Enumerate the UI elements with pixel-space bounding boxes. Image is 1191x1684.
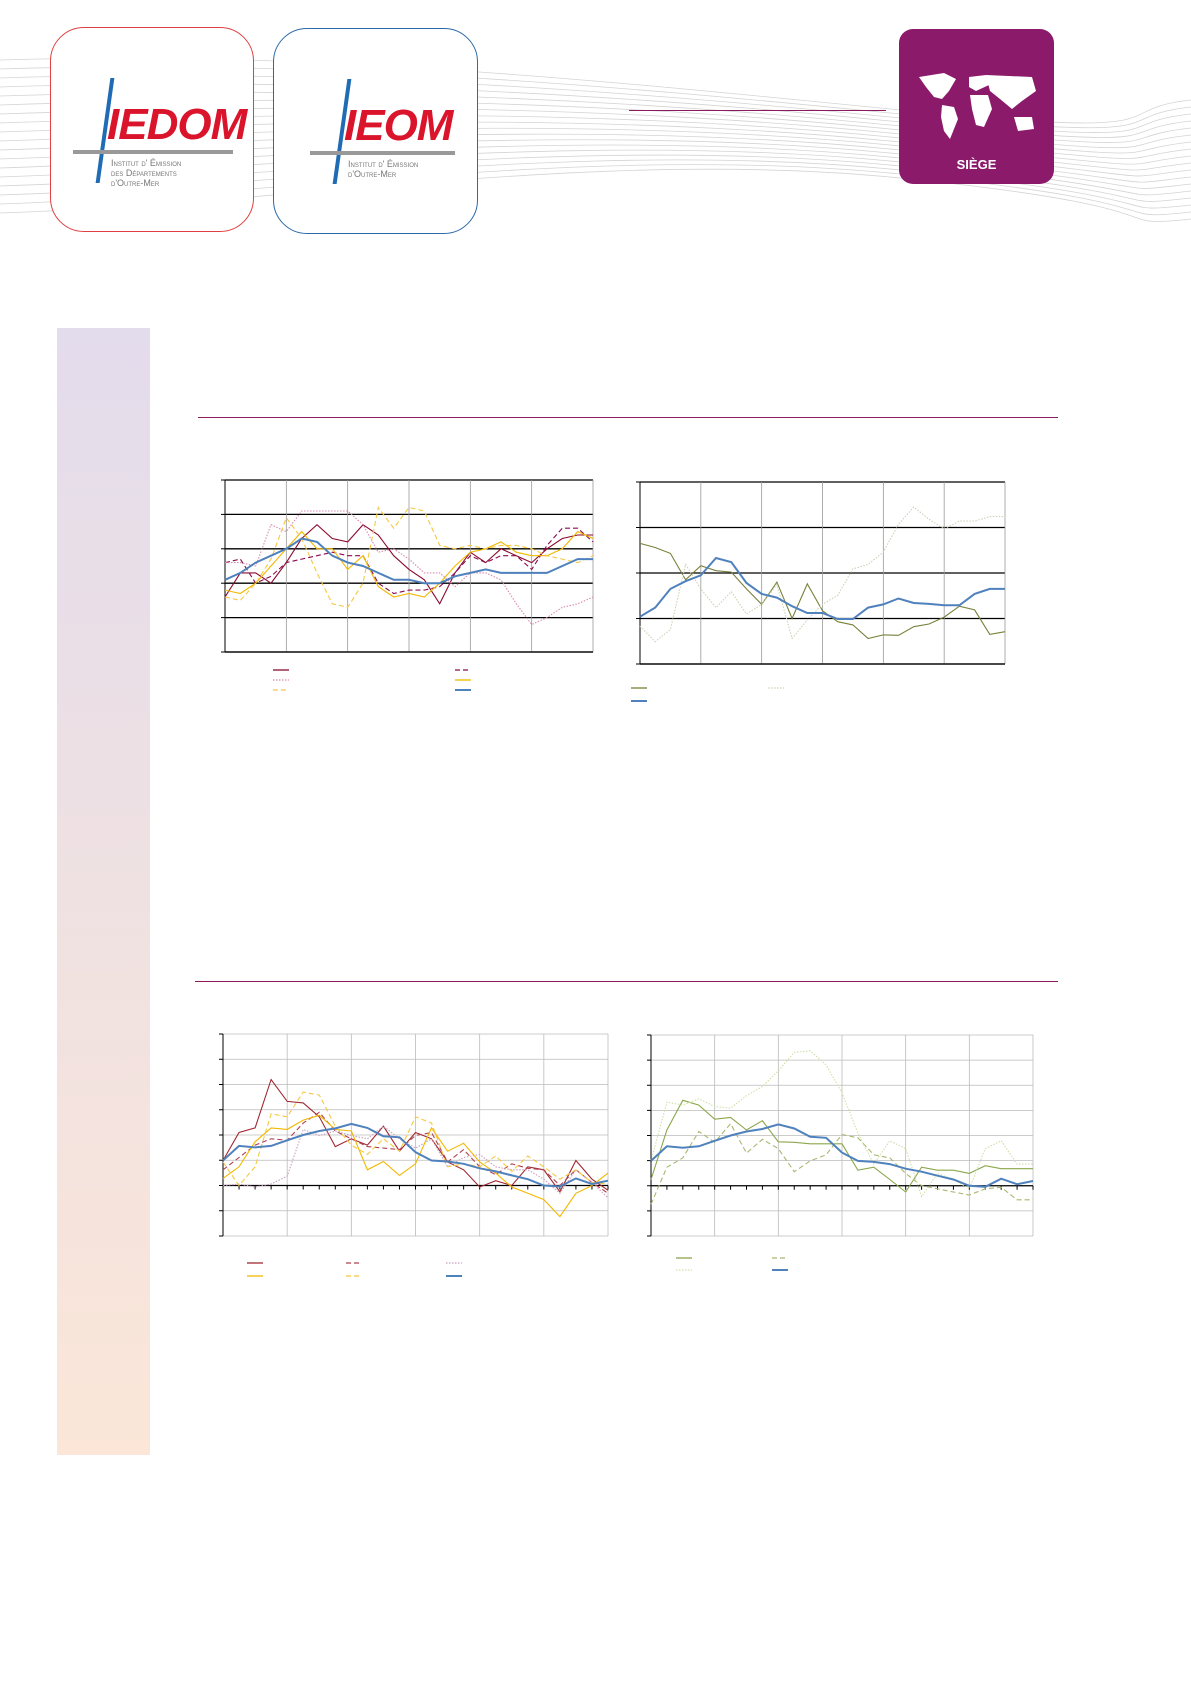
ieom-logo: IEOM Institut d' Émission d'Outre-Mer xyxy=(273,28,478,234)
series-line-4 xyxy=(650,1123,1034,1188)
iedom-logo: IEDOM Institut d' Émission des Départeme… xyxy=(50,27,254,232)
series-line-6 xyxy=(222,1122,609,1188)
ieom-line1: Institut d' Émission xyxy=(348,159,419,169)
chart-3-plot xyxy=(219,1033,609,1277)
series-line-4 xyxy=(222,1114,609,1218)
chart-2-plot xyxy=(631,481,1006,702)
logo-underline xyxy=(310,151,455,155)
series-line-3 xyxy=(650,1050,1033,1198)
series-line-5 xyxy=(222,1091,609,1187)
section-rule-1 xyxy=(198,417,1058,418)
series-line-3 xyxy=(225,510,594,626)
series-line-1 xyxy=(650,1099,1033,1193)
iedom-line1: Institut d' Émission xyxy=(111,158,182,168)
series-line-5 xyxy=(224,506,594,608)
siege-label: SIÈGE xyxy=(956,157,997,172)
series-line-2 xyxy=(650,1122,1033,1205)
header-rule xyxy=(629,110,886,111)
series-line-3 xyxy=(222,1125,609,1199)
chart-1-plot xyxy=(221,479,594,691)
world-map-icon xyxy=(919,73,1036,139)
ieom-wordmark: IEOM xyxy=(344,101,453,150)
siege-badge: SIÈGE xyxy=(899,29,1054,184)
iedom-wordmark: IEDOM xyxy=(107,100,247,149)
series-line-3 xyxy=(639,556,1005,620)
series-line-2 xyxy=(639,506,1005,643)
series-line-2 xyxy=(224,527,594,595)
series-line-1 xyxy=(639,542,1006,640)
section-rule-2 xyxy=(195,981,1058,982)
iedom-line2: des Départements xyxy=(111,168,177,178)
ieom-line2: d'Outre-Mer xyxy=(348,169,397,179)
logo-underline xyxy=(73,150,233,154)
sidebar-band xyxy=(57,328,150,1455)
chart-4-plot xyxy=(647,1034,1034,1271)
series-line-6 xyxy=(224,537,593,585)
iedom-line3: d'Outre-Mer xyxy=(111,178,160,188)
